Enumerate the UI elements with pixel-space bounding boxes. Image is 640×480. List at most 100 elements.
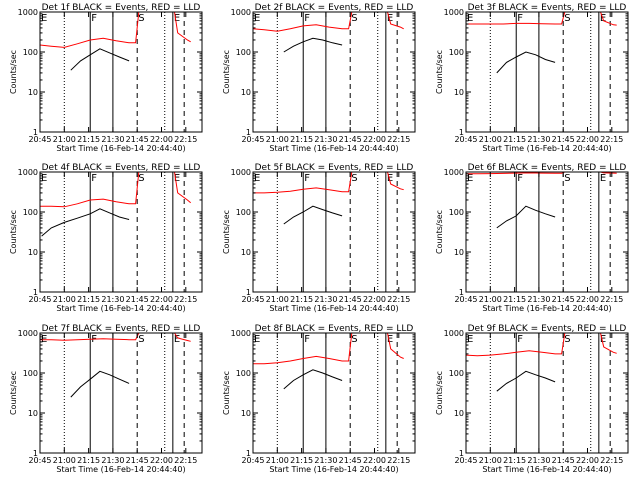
marker-label: F (304, 334, 310, 345)
marker-label: E (387, 334, 393, 345)
x-axis-label: Start Time (16-Feb-14 20:44:40) (269, 304, 398, 313)
x-tick-label: 21:15 (290, 456, 313, 465)
series-line-events (496, 205, 556, 229)
x-tick-label: 20:45 (454, 456, 477, 465)
y-tick-label: 100 (23, 208, 38, 217)
x-tick-label: 20:45 (454, 295, 477, 304)
y-tick-label: 1000 (444, 329, 464, 338)
y-tick-label: 1 (33, 128, 38, 137)
x-tick-label: 21:45 (552, 456, 575, 465)
x-tick-label: 22:00 (150, 295, 173, 304)
y-tick-label: 100 (23, 369, 38, 378)
y-axis-label: Counts/sec (222, 210, 231, 254)
series-line-events (496, 370, 556, 392)
x-axis-label: Start Time (16-Feb-14 20:44:40) (482, 465, 611, 474)
x-tick-label: 21:45 (126, 295, 149, 304)
x-tick-label: 21:30 (527, 456, 550, 465)
x-tick-label: 21:45 (552, 135, 575, 144)
x-tick-label: 22:15 (174, 135, 197, 144)
x-tick-label: 21:30 (101, 295, 124, 304)
x-tick-label: 21:45 (339, 135, 362, 144)
x-tick-label: 22:15 (600, 295, 623, 304)
series-line-events (283, 369, 343, 390)
x-tick-label: 22:00 (363, 135, 386, 144)
y-tick-label: 10 (28, 88, 38, 97)
marker-label: E (467, 334, 473, 345)
panel-title: Det 7f BLACK = Events, RED = LLD (42, 324, 201, 334)
y-axis-label: Counts/sec (435, 371, 444, 415)
x-tick-label: 20:45 (28, 456, 51, 465)
x-axis-label: Start Time (16-Feb-14 20:44:40) (56, 465, 185, 474)
x-tick-label: 21:15 (77, 456, 100, 465)
panel-title: Det 4f BLACK = Events, RED = LLD (42, 163, 201, 173)
marker-label: F (517, 334, 523, 345)
plot-frame (39, 171, 203, 293)
x-tick-label: 21:30 (101, 135, 124, 144)
x-tick-label: 22:00 (576, 456, 599, 465)
marker-label: E (467, 13, 473, 24)
series-line-lld (39, 11, 191, 48)
plot-frame (252, 332, 416, 454)
marker-label: S (564, 334, 570, 345)
marker-label: S (351, 13, 357, 24)
x-tick-label: 21:45 (339, 456, 362, 465)
y-tick-label: 1000 (231, 8, 251, 17)
plot-frame (465, 171, 629, 293)
x-axis-label: Start Time (16-Feb-14 20:44:40) (482, 304, 611, 313)
panel-title: Det 6f BLACK = Events, RED = LLD (468, 163, 627, 173)
y-axis-label: Counts/sec (9, 371, 18, 415)
y-tick-label: 100 (236, 208, 251, 217)
x-tick-label: 21:15 (503, 135, 526, 144)
panel-title: Det 9f BLACK = Events, RED = LLD (468, 324, 627, 334)
panel-title: Det 1f BLACK = Events, RED = LLD (42, 3, 201, 13)
x-axis-label: Start Time (16-Feb-14 20:44:40) (56, 144, 185, 153)
plot-frame (252, 171, 416, 293)
series-line-lld (466, 11, 617, 26)
x-tick-label: 21:00 (53, 295, 76, 304)
plot-frame (465, 332, 629, 454)
x-tick-label: 21:30 (314, 456, 337, 465)
x-tick-label: 22:00 (363, 456, 386, 465)
marker-label: E (254, 13, 260, 24)
series-line-lld (465, 332, 617, 357)
x-tick-label: 22:15 (600, 456, 623, 465)
x-axis-label: Start Time (16-Feb-14 20:44:40) (269, 144, 398, 153)
marker-label: S (564, 173, 570, 184)
y-tick-label: 1 (459, 449, 464, 458)
marker-label: F (304, 13, 310, 24)
y-tick-label: 10 (454, 88, 464, 97)
x-tick-label: 21:45 (126, 456, 149, 465)
y-tick-label: 10 (454, 409, 464, 418)
x-tick-label: 22:00 (576, 295, 599, 304)
y-tick-label: 1000 (231, 329, 251, 338)
marker-label: S (351, 173, 357, 184)
y-tick-label: 10 (28, 248, 38, 257)
series-line-lld (40, 171, 192, 208)
y-axis-label: Counts/sec (435, 50, 444, 94)
x-tick-label: 22:15 (387, 456, 410, 465)
series-line-lld (252, 11, 404, 32)
x-tick-label: 21:00 (479, 456, 502, 465)
x-tick-label: 21:15 (77, 295, 100, 304)
y-tick-label: 1000 (18, 8, 38, 17)
marker-label: E (387, 173, 393, 184)
y-tick-label: 10 (241, 248, 251, 257)
y-tick-label: 1000 (18, 168, 38, 177)
x-tick-label: 21:00 (479, 295, 502, 304)
series-line-events (70, 370, 130, 398)
y-tick-label: 10 (241, 88, 251, 97)
marker-label: E (467, 173, 473, 184)
x-tick-label: 20:45 (241, 135, 264, 144)
x-tick-label: 20:45 (28, 135, 51, 144)
marker-label: E (41, 13, 47, 24)
x-tick-label: 21:30 (101, 456, 124, 465)
marker-label: F (517, 13, 523, 24)
y-tick-label: 1 (459, 128, 464, 137)
x-tick-label: 22:15 (174, 456, 197, 465)
